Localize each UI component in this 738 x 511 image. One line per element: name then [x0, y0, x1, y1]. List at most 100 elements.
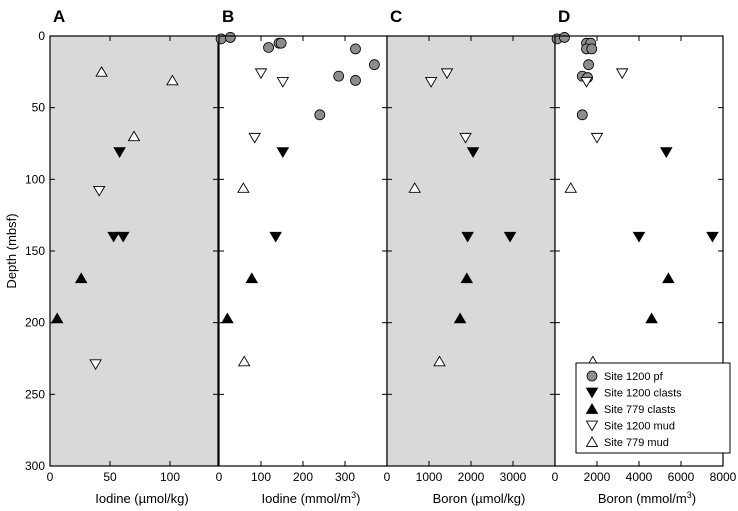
data-point [350, 43, 361, 55]
x-tick-label: 2000 [584, 470, 611, 484]
data-point [645, 312, 658, 324]
x-axis-label: Iodine (mmol/m3) [262, 490, 361, 506]
x-tick-label: 0 [47, 470, 54, 484]
legend-label: Site 1200 mud [604, 421, 675, 433]
data-point [503, 231, 517, 243]
data-point [269, 231, 282, 243]
data-point [408, 182, 422, 193]
y-tick-label: 150 [25, 244, 45, 258]
panel-letter: D [558, 7, 570, 26]
x-tick-label: 200 [293, 470, 313, 484]
data-point [221, 312, 234, 324]
legend-item: Site 1200 pf [586, 370, 664, 383]
data-point [74, 272, 88, 284]
data-point [660, 147, 673, 158]
y-tick-label: 250 [25, 387, 45, 401]
x-tick-label: 1000 [416, 470, 443, 484]
panel-background [219, 36, 387, 466]
legend-marker [585, 387, 599, 399]
data-point [459, 132, 472, 144]
data-point [632, 231, 646, 243]
panel-background [387, 36, 555, 466]
legend-marker [585, 403, 599, 414]
x-tick-label: 2000 [458, 470, 485, 484]
data-point [433, 355, 446, 367]
data-point [237, 182, 250, 193]
panel-letter: A [53, 7, 65, 26]
data-point [333, 70, 345, 82]
panel-frame [49, 35, 219, 467]
data-point [237, 355, 251, 367]
legend-marker [585, 436, 599, 447]
data-point [576, 109, 588, 121]
x-tick-label: 0 [552, 470, 559, 484]
legend-item: Site 1200 mud [585, 420, 675, 433]
data-point [350, 75, 361, 86]
x-tick-label: 8000 [710, 470, 737, 484]
legend-item: Site 779 clasts [585, 403, 676, 416]
data-point [95, 65, 108, 77]
panel-background [50, 36, 218, 466]
data-point [583, 59, 594, 71]
data-point [245, 272, 259, 284]
x-tick-label: 300 [335, 470, 355, 484]
data-point [706, 231, 719, 243]
x-tick-label: 3000 [500, 470, 527, 484]
legend-label: Site 779 clasts [604, 404, 676, 416]
data-point [276, 147, 290, 158]
x-tick-label: 0 [216, 470, 223, 484]
data-point [615, 68, 629, 80]
y-tick-label: 100 [25, 172, 45, 186]
data-point [564, 182, 578, 193]
data-point [107, 231, 120, 243]
data-point [580, 77, 593, 88]
data-point [127, 130, 141, 142]
y-tick-label: 200 [25, 316, 45, 330]
data-point [466, 147, 480, 158]
data-point [461, 231, 474, 243]
y-tick-label: 0 [38, 29, 45, 43]
legend-label: Site 779 mud [604, 437, 669, 449]
x-tick-label: 4000 [626, 470, 653, 484]
data-point [453, 312, 467, 324]
y-tick-label: 300 [25, 459, 45, 473]
data-point [586, 43, 598, 55]
data-point [559, 32, 570, 43]
data-point [314, 109, 326, 121]
legend: Site 1200 pf Site 1200 clasts Site 779 cla… [575, 362, 731, 454]
x-tick-label: 100 [160, 470, 180, 484]
legend-marker [585, 420, 599, 432]
data-point [166, 74, 179, 86]
data-point [248, 132, 261, 144]
data-point [424, 77, 438, 88]
panel-C: C 0 1000 2000 3000 Boron (µmol/kg) [384, 7, 556, 506]
data-point [276, 77, 290, 88]
data-point [440, 68, 454, 80]
data-point [275, 37, 287, 49]
legend-box [575, 362, 731, 454]
y-axis-label: Depth (mbsf) [4, 213, 19, 288]
panel-frame [554, 35, 724, 467]
legend-item: Site 779 mud [585, 436, 669, 449]
x-axis-label: Boron (µmol/kg) [433, 491, 526, 506]
legend-label: Site 1200 clasts [604, 388, 682, 400]
panel-letter: C [390, 7, 402, 26]
data-point [254, 68, 268, 80]
x-axis-label: Iodine (µmol/kg) [95, 491, 188, 506]
data-point [662, 272, 675, 284]
legend-label: Site 1200 pf [604, 371, 664, 383]
data-point [224, 32, 236, 43]
x-axis-label: Boron (mmol/m3) [598, 490, 696, 506]
data-point [50, 312, 64, 324]
y-tick-label: 50 [32, 101, 46, 115]
data-point [92, 185, 106, 197]
data-point [460, 272, 474, 284]
panel-B: B 0 100 200 300 Iodine (mmol/m3) [216, 7, 388, 506]
data-point [263, 42, 274, 53]
data-point [368, 59, 380, 71]
data-point [116, 231, 130, 243]
legend-item: Site 1200 clasts [585, 387, 682, 400]
data-point [89, 359, 102, 371]
